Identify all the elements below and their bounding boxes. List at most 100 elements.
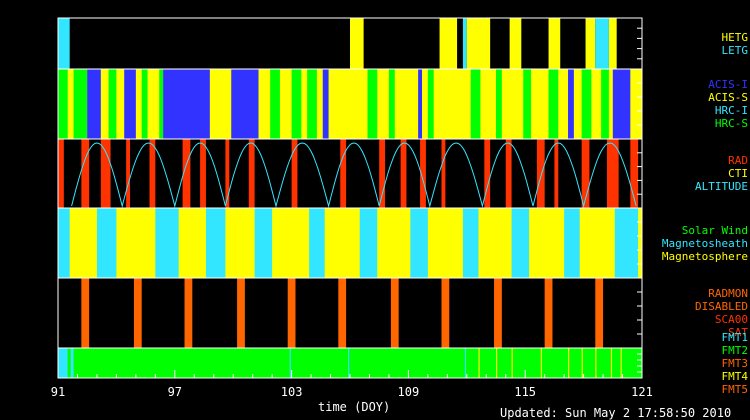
segment-grating-8 xyxy=(595,18,609,69)
segment-instrument-13 xyxy=(367,69,378,139)
legend-label-instrument-1: ACIS-S xyxy=(708,91,748,104)
segment-radmon-5 xyxy=(338,278,347,348)
segment-instrument-12 xyxy=(322,69,329,139)
x-tick-label-2: 103 xyxy=(281,385,303,399)
legend-label-radmon-3: SAT xyxy=(728,326,748,339)
segment-grating-3 xyxy=(462,18,467,69)
legend-label-region-2: Magnetosphere xyxy=(661,249,748,263)
segment-region-6 xyxy=(359,208,378,278)
segment-radiation-16 xyxy=(505,139,512,208)
segment-format-0 xyxy=(58,348,68,378)
tick-mark-format-4 xyxy=(496,348,498,378)
x-axis-title: time (DOY) xyxy=(318,400,391,414)
legend-label-region-1: Magnetosheath xyxy=(661,236,748,250)
segment-region-1 xyxy=(96,208,117,278)
segment-radiation-3 xyxy=(126,139,131,208)
segment-region-8 xyxy=(462,208,479,278)
segment-radmon-1 xyxy=(133,278,142,348)
segment-region-3 xyxy=(205,208,226,278)
segment-instrument-6 xyxy=(159,69,164,139)
panel-background-radmon xyxy=(58,278,642,348)
legend-label-radiation-2: ALTITUDE xyxy=(695,180,748,193)
legend-label-radmon-0: RADMON xyxy=(708,287,748,300)
segment-radiation-4 xyxy=(149,139,156,208)
segment-radiation-13 xyxy=(420,139,426,208)
segment-region-2 xyxy=(155,208,179,278)
segment-radiation-12 xyxy=(400,139,407,208)
segment-format-1 xyxy=(67,348,71,378)
segment-grating-7 xyxy=(585,18,596,69)
segment-radiation-8 xyxy=(248,139,255,208)
segment-instrument-3 xyxy=(108,69,117,139)
segment-instrument-24 xyxy=(612,69,631,139)
segment-region-0 xyxy=(58,208,70,278)
segment-region-9 xyxy=(511,208,530,278)
segment-radiation-21 xyxy=(630,139,639,208)
segment-instrument-5 xyxy=(141,69,148,139)
panel-background-region xyxy=(58,208,642,278)
legend-label-grating-1: LETG xyxy=(721,43,749,57)
legend-label-instrument-3: HRC-S xyxy=(714,117,748,130)
segment-instrument-7 xyxy=(163,69,210,139)
segment-grating-9 xyxy=(608,18,617,69)
legend-label-format-4: FMT5 xyxy=(721,382,749,396)
segment-region-10 xyxy=(564,208,580,278)
segment-instrument-15 xyxy=(418,69,423,139)
segment-radiation-2 xyxy=(100,139,111,208)
tick-mark-format-1 xyxy=(348,348,350,378)
segment-region-5 xyxy=(309,208,325,278)
legend-label-instrument-0: ACIS-I xyxy=(708,78,748,91)
segment-instrument-16 xyxy=(427,69,434,139)
segment-radiation-5 xyxy=(182,139,191,208)
segment-radmon-3 xyxy=(237,278,245,348)
segment-radiation-19 xyxy=(581,139,590,208)
segment-radiation-10 xyxy=(340,139,347,208)
segment-radiation-11 xyxy=(379,139,386,208)
segment-radiation-15 xyxy=(484,139,491,208)
panel-background-format xyxy=(58,348,642,378)
x-tick-label-5: 121 xyxy=(631,385,653,399)
segment-instrument-14 xyxy=(388,69,395,139)
segment-instrument-2 xyxy=(87,69,101,139)
segment-radiation-17 xyxy=(536,139,545,208)
tick-mark-format-10 xyxy=(610,348,613,378)
segment-region-11 xyxy=(614,208,639,278)
panel-background-instrument xyxy=(58,69,642,139)
tick-mark-format-0 xyxy=(289,348,291,378)
segment-instrument-10 xyxy=(291,69,302,139)
legend-label-radiation-1: CTI xyxy=(728,167,748,180)
segment-radiation-14 xyxy=(441,139,446,208)
segment-instrument-22 xyxy=(581,69,592,139)
segment-grating-1 xyxy=(350,18,364,69)
segment-radiation-1 xyxy=(81,139,90,208)
segment-radmon-7 xyxy=(441,278,450,348)
segment-radiation-7 xyxy=(225,139,230,208)
segment-radmon-10 xyxy=(595,278,604,348)
legend-label-format-0: FMT1 xyxy=(721,330,749,344)
segment-radmon-8 xyxy=(494,278,502,348)
segment-radmon-2 xyxy=(184,278,193,348)
segment-radmon-9 xyxy=(544,278,553,348)
segment-instrument-9 xyxy=(270,69,280,139)
segment-radiation-6 xyxy=(200,139,206,208)
segment-grating-4 xyxy=(466,18,491,69)
segment-radiation-0 xyxy=(58,139,64,208)
legend-label-region-0: Solar Wind xyxy=(681,223,748,237)
segment-instrument-11 xyxy=(307,69,317,139)
legend-label-format-1: FMT2 xyxy=(721,343,749,357)
segment-instrument-18 xyxy=(496,69,502,139)
x-tick-label-1: 97 xyxy=(168,385,182,399)
legend-label-format-3: FMT4 xyxy=(721,369,749,383)
segment-grating-2 xyxy=(439,18,458,69)
legend-label-format-2: FMT3 xyxy=(721,356,749,370)
segment-radmon-4 xyxy=(287,278,296,348)
altitude-curve xyxy=(71,142,637,208)
segment-radmon-0 xyxy=(81,278,90,348)
x-tick-label-3: 109 xyxy=(398,385,420,399)
tick-mark-format-6 xyxy=(540,348,542,378)
segment-instrument-4 xyxy=(124,69,136,139)
updated-timestamp: Updated: Sun May 2 17:58:50 2010 xyxy=(500,406,732,420)
segment-radiation-9 xyxy=(291,139,298,208)
legend-label-radmon-1: DISABLED xyxy=(695,300,748,313)
segment-radmon-6 xyxy=(390,278,399,348)
